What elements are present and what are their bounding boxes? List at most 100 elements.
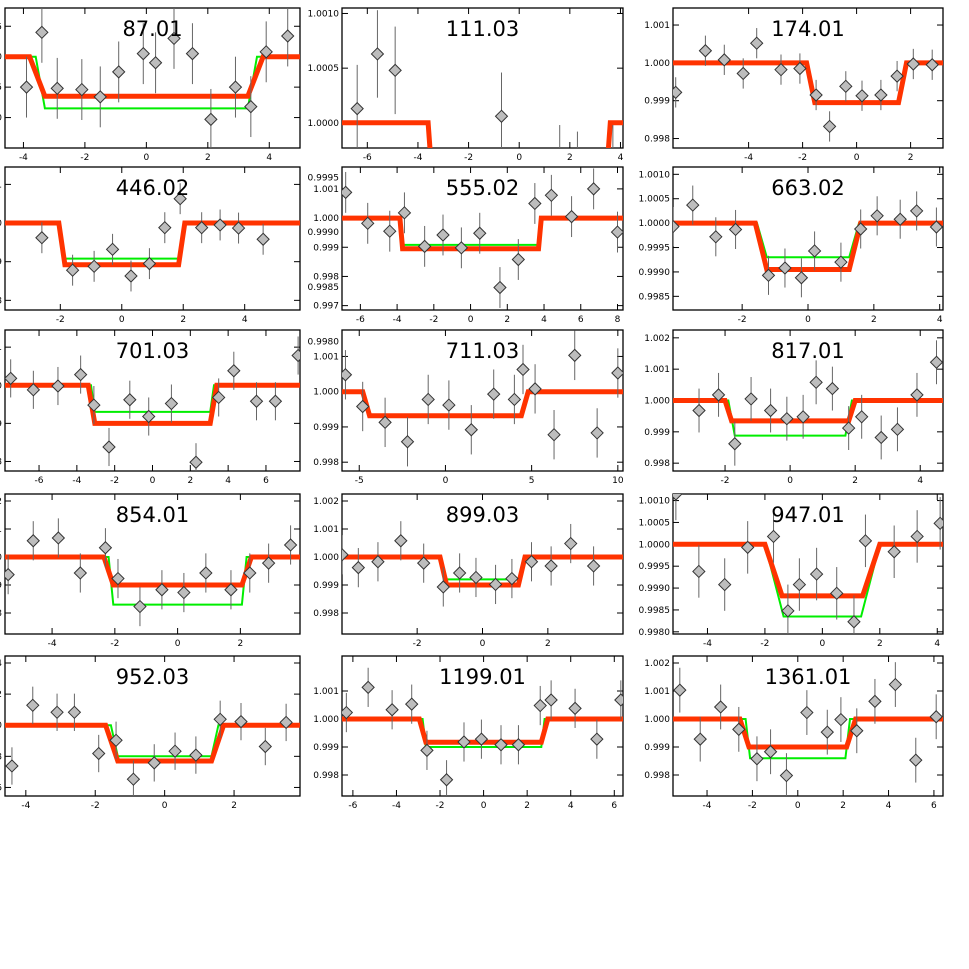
data-point xyxy=(586,559,601,573)
data-point xyxy=(454,241,469,255)
data-point xyxy=(261,556,276,570)
data-point xyxy=(744,392,758,406)
x-tick-label: 0 xyxy=(175,639,181,649)
panel-title: 1361.01 xyxy=(765,665,852,689)
y-tick-label: 1.001 xyxy=(313,525,339,535)
data-point xyxy=(417,239,432,254)
data-point xyxy=(370,47,385,61)
data-point xyxy=(910,529,924,544)
data-point xyxy=(890,69,904,83)
x-tick-label: 2 xyxy=(205,153,211,163)
model-red-curve xyxy=(5,220,300,268)
x-tick-label: 0 xyxy=(805,315,811,325)
data-point xyxy=(906,57,921,71)
y-tick-label: 000 xyxy=(0,553,2,563)
x-tick-label: 0 xyxy=(516,153,522,163)
plot-area xyxy=(673,662,943,796)
x-tick-label: -4 xyxy=(393,315,402,325)
data-point xyxy=(825,381,840,396)
model-red-curve xyxy=(342,389,623,419)
x-tick-label: 2 xyxy=(871,315,877,325)
y-tick-label: 1.001 xyxy=(313,687,339,697)
data-point xyxy=(75,82,89,97)
data-point xyxy=(51,379,65,393)
data-point xyxy=(834,712,848,727)
y-tick-label: 990 xyxy=(0,114,2,124)
y-tick-label: 0.998 xyxy=(644,135,670,145)
data-point xyxy=(839,79,853,94)
x-tick-label: 2 xyxy=(545,639,551,649)
x-tick-label: -2 xyxy=(413,639,422,649)
panel-title: 111.03 xyxy=(446,17,519,41)
plot-area xyxy=(673,340,943,466)
y-tick-label: 1.002 xyxy=(313,497,339,507)
y-tick-label: 001 xyxy=(0,525,2,535)
model-red-curve xyxy=(342,554,623,588)
data-point xyxy=(67,705,82,720)
data-point xyxy=(728,437,742,451)
data-point xyxy=(256,232,270,246)
model-red-curve xyxy=(5,54,300,99)
y-tick-label: 000 xyxy=(0,721,2,731)
data-point xyxy=(794,271,809,285)
y-tick-label: 0.998 xyxy=(313,609,339,619)
data-point xyxy=(50,81,64,96)
x-tick-label: -4 xyxy=(21,801,30,811)
x-tick-label: -2 xyxy=(110,639,119,649)
x-tick-label: 0 xyxy=(150,476,156,486)
data-point xyxy=(493,280,507,295)
data-point xyxy=(853,222,868,236)
plot-area xyxy=(5,8,300,148)
x-tick-label: 0 xyxy=(143,153,149,163)
data-point xyxy=(50,705,64,720)
panel-title: 701.03 xyxy=(116,339,189,363)
data-point xyxy=(167,31,181,46)
panel-899.03: -2 0 2 0.998 0.999 1.000 1.001 1.002 899.03 xyxy=(313,493,624,649)
data-point xyxy=(524,555,539,569)
plot-area xyxy=(342,10,623,148)
x-tick-label: -2 xyxy=(80,153,89,163)
data-point xyxy=(673,683,687,697)
y-tick-label: 996 xyxy=(0,783,2,793)
data-point xyxy=(841,421,856,435)
plot-frame xyxy=(672,655,944,797)
data-point xyxy=(544,188,559,203)
y-tick-label: 002 xyxy=(0,690,2,700)
model-red-curve xyxy=(673,716,943,750)
data-point xyxy=(204,112,218,127)
data-point xyxy=(87,259,101,274)
y-tick-label: 1.001 xyxy=(313,185,339,195)
data-point xyxy=(342,548,349,562)
data-point xyxy=(5,371,18,386)
data-point xyxy=(855,89,869,103)
data-point xyxy=(213,218,227,232)
data-point xyxy=(291,348,300,363)
y-tick-label: 999 xyxy=(0,419,2,429)
data-point xyxy=(766,529,781,544)
panel-854.01: -4 -2 0 2 998 999 000 001 002 854.01 xyxy=(0,493,301,649)
data-point xyxy=(231,221,246,235)
panel-title: 174.01 xyxy=(771,17,844,41)
data-point xyxy=(925,58,939,72)
plot-area xyxy=(342,667,623,796)
data-point xyxy=(142,256,157,271)
data-point xyxy=(809,567,824,581)
x-tick-label: 8 xyxy=(615,315,621,325)
data-point xyxy=(564,536,578,551)
data-point xyxy=(763,745,778,759)
data-point xyxy=(342,185,353,200)
data-point xyxy=(133,599,147,614)
data-point xyxy=(147,756,161,770)
y-tick-label: 1.002 xyxy=(644,659,670,669)
panel-title: 854.01 xyxy=(116,503,189,527)
y-tick-label: 0.998 xyxy=(644,771,670,781)
data-point xyxy=(717,577,732,592)
data-point xyxy=(511,252,526,267)
data-point xyxy=(809,88,823,102)
data-point xyxy=(436,228,450,242)
data-point xyxy=(404,697,419,711)
data-point xyxy=(698,44,713,58)
data-point xyxy=(213,712,227,727)
data-point xyxy=(874,88,888,102)
data-point xyxy=(494,109,509,123)
